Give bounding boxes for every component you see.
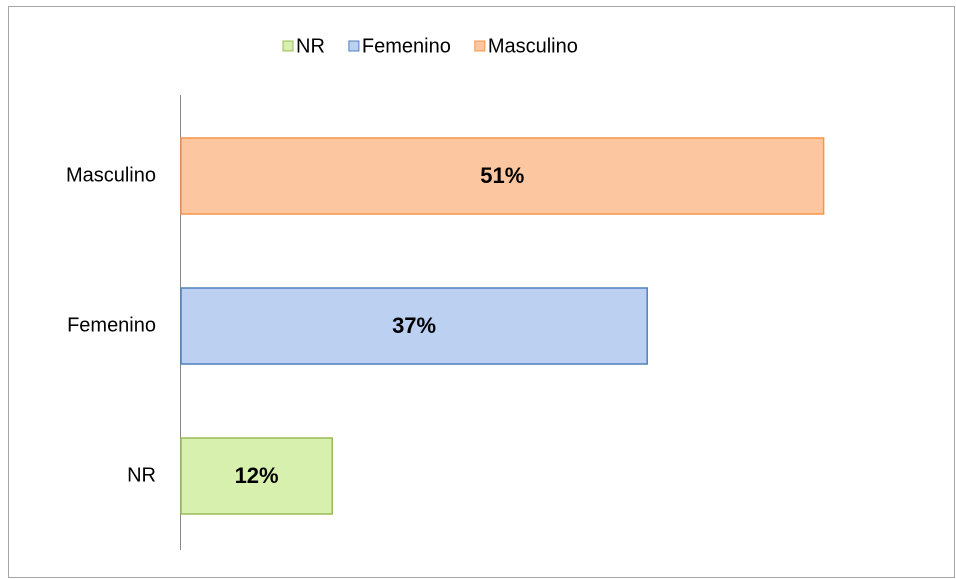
- value-label: 12%: [235, 463, 279, 488]
- category-label: Femenino: [67, 314, 156, 336]
- value-label: 37%: [392, 313, 436, 338]
- legend-label: NR: [296, 35, 325, 57]
- bar: [180, 437, 333, 515]
- legend-swatch: [348, 40, 360, 52]
- legend-label: Femenino: [362, 35, 451, 57]
- value-label: 51%: [480, 163, 524, 188]
- bar: [180, 287, 648, 365]
- legend-swatch: [282, 40, 294, 52]
- category-label: NR: [127, 464, 156, 486]
- category-label: Masculino: [66, 164, 156, 186]
- legend-label: Masculino: [488, 35, 578, 57]
- bar: [180, 137, 825, 215]
- legend-swatch: [474, 40, 486, 52]
